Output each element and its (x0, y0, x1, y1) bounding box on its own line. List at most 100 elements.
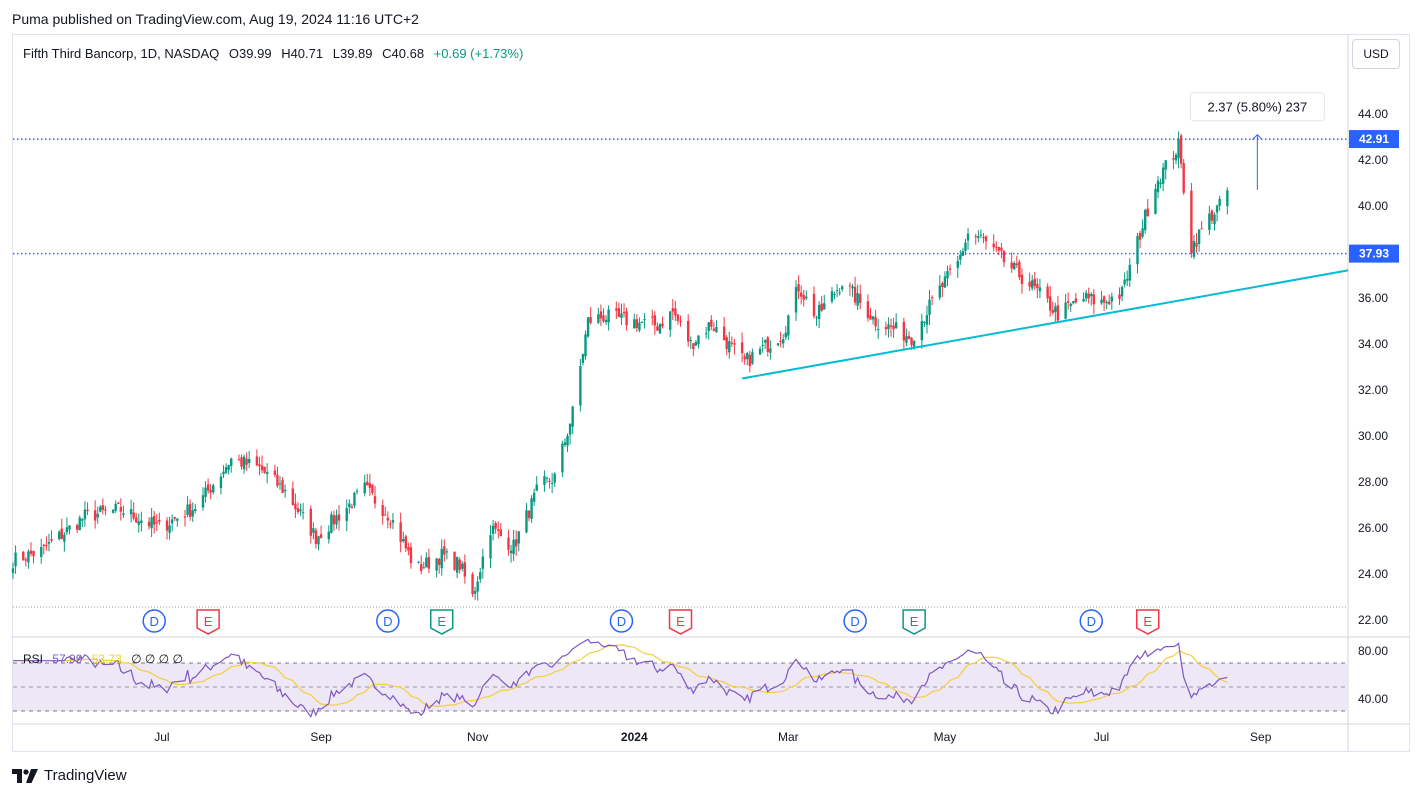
support-trendline (741, 269, 1349, 380)
candle-body (797, 284, 800, 292)
candle-body (581, 354, 585, 364)
dividend-marker (1079, 609, 1104, 633)
candle-body (694, 342, 698, 346)
candle-body (463, 562, 467, 577)
candle-body (386, 517, 390, 521)
candle-body (355, 490, 359, 492)
candle-body (363, 482, 366, 494)
candle-body (404, 536, 407, 549)
earnings-marker (902, 609, 926, 635)
candle-body (1226, 190, 1229, 207)
currency-button[interactable]: USD (1352, 39, 1400, 69)
candle-body (165, 520, 169, 531)
candle-body (815, 317, 818, 319)
candle-body (894, 322, 898, 328)
candle-body (170, 519, 174, 524)
candle-body (527, 510, 531, 518)
candle-body (715, 327, 718, 333)
candle-body (147, 521, 151, 527)
candle-body (859, 293, 862, 303)
candle-body (299, 509, 302, 512)
candle-body (81, 519, 84, 521)
candle-body (599, 311, 603, 319)
candle-body (368, 483, 372, 488)
candle-body (853, 286, 857, 303)
candle-body (517, 531, 520, 544)
candle-body (1192, 241, 1196, 257)
price-tick-label: 24.00 (1358, 567, 1388, 581)
candle-body (535, 484, 538, 491)
candle-body (104, 509, 107, 511)
candle-body (856, 293, 859, 306)
candle-body (1082, 298, 1085, 302)
time-tick-label: Jul (1094, 730, 1109, 744)
candle-body (710, 319, 713, 327)
candle-body (420, 564, 423, 571)
tradingview-brand[interactable]: TradingView (12, 767, 127, 784)
candle-body (101, 505, 105, 511)
price-tick-label: 22.00 (1358, 613, 1388, 627)
candle-body (45, 544, 48, 547)
price-level-label: 37.93 (1359, 247, 1389, 261)
candle-body (728, 341, 731, 353)
candle-body (301, 511, 305, 513)
dividend-marker-label: D (1087, 614, 1096, 629)
candle-body (689, 339, 692, 341)
candle-body (230, 458, 233, 467)
candle-body (455, 557, 459, 573)
candle-body (458, 559, 461, 570)
candle-body (29, 550, 33, 554)
candle-body (47, 541, 51, 544)
candle-body (63, 534, 66, 542)
candle-body (407, 547, 410, 551)
candle-body (1105, 301, 1108, 304)
chart-frame (12, 34, 1410, 752)
candle-body (1090, 293, 1093, 297)
candle-body (984, 236, 988, 242)
candle-body (237, 459, 241, 461)
candle-body (887, 324, 890, 330)
candle-body (1051, 309, 1054, 313)
candle-body (296, 508, 300, 513)
candle-body (1213, 214, 1216, 224)
candle-body (925, 315, 929, 325)
candle-body (712, 328, 716, 331)
rsi-ma-value: 53.73 (91, 652, 122, 666)
candle-body (812, 293, 816, 317)
price-tick-label: 36.00 (1358, 291, 1388, 305)
candle-body (692, 343, 695, 350)
candle-body (902, 321, 906, 341)
candle-body (427, 557, 431, 569)
candle-body (1084, 292, 1088, 299)
candle-body (40, 546, 43, 557)
candle-body (930, 297, 934, 299)
candle-body (992, 243, 995, 248)
dividend-marker-label: D (617, 614, 626, 629)
candle-body (884, 327, 888, 330)
price-level-label: 42.91 (1359, 132, 1389, 146)
candle-body (494, 522, 497, 529)
time-tick-label: 2024 (621, 730, 648, 744)
candle-body (833, 293, 836, 295)
candle-body (114, 503, 117, 511)
candle-body (209, 489, 212, 493)
candle-body (769, 348, 772, 353)
earnings-marker (429, 609, 454, 635)
candle-body (1020, 274, 1024, 285)
candle-body (1218, 198, 1221, 206)
candle-body (247, 459, 251, 463)
price-tick-label: 40.00 (1358, 199, 1388, 213)
time-tick-label: Jul (154, 730, 169, 744)
candle-body (787, 315, 790, 336)
candle-body (889, 325, 893, 327)
candle-body (817, 304, 821, 320)
candle-body (959, 254, 962, 260)
candle-body (489, 535, 492, 559)
candle-body (758, 348, 762, 355)
candle-body (661, 323, 664, 327)
candle-body (561, 443, 564, 473)
price-tick-label: 32.00 (1358, 383, 1388, 397)
candle-body (910, 337, 913, 346)
candle-body (135, 517, 138, 523)
